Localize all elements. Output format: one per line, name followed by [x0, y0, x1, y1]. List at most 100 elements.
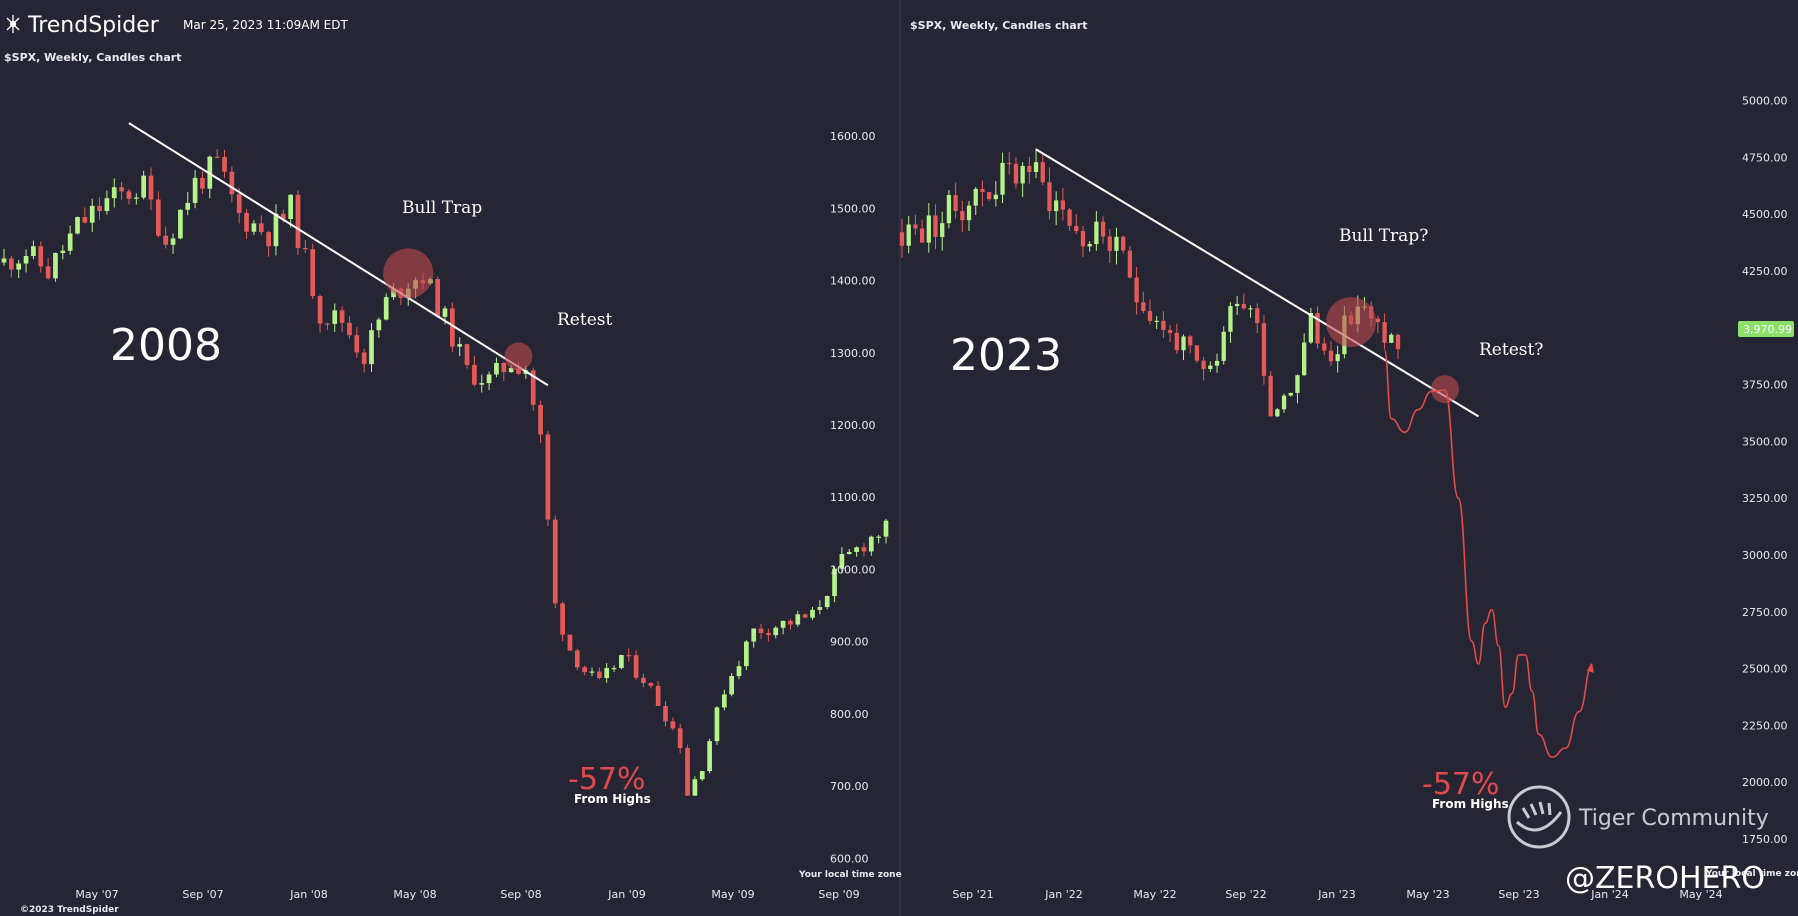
candle-body	[743, 641, 749, 667]
candle-body	[619, 655, 624, 669]
candle-body	[266, 232, 271, 247]
candle-body	[604, 668, 610, 679]
candle-body	[45, 266, 51, 279]
drawdown-label-left: -57%	[568, 762, 646, 797]
candle-body	[1395, 334, 1401, 350]
candle-body	[1248, 308, 1253, 310]
candle-body	[119, 187, 124, 192]
trendline	[1035, 148, 1479, 418]
x-tick-label: Jan '23	[1317, 888, 1355, 901]
y-tick-label: 2750.00	[1742, 606, 1788, 619]
candle-body	[1275, 409, 1280, 417]
candle-body	[545, 434, 551, 520]
candle-body	[692, 779, 698, 796]
tiger-logo-icon	[1507, 785, 1571, 849]
candle-body	[751, 628, 757, 642]
y-axis-left: 1600.00 1500.00 1400.00 1300.00 1200.00 1100.…	[830, 130, 876, 865]
candle-body	[773, 627, 779, 636]
candle-body	[919, 228, 925, 243]
candle-body	[501, 362, 507, 373]
candle-body	[317, 296, 323, 324]
candle-body	[148, 175, 154, 200]
candle-body	[876, 536, 882, 538]
drawdown-label-right: -57%	[1422, 767, 1500, 802]
candle-body	[258, 223, 264, 233]
candle-body	[302, 247, 308, 250]
candle-body	[442, 308, 448, 317]
candle-body	[980, 188, 985, 193]
candle-body	[953, 195, 958, 212]
candle-body	[222, 157, 227, 172]
candle-body	[802, 614, 808, 618]
candles-left	[1, 149, 889, 796]
y-tick-label: 1300.00	[830, 347, 876, 360]
bull-trap-label-right: Bull Trap?	[1339, 226, 1428, 246]
y-tick-label: 3500.00	[1742, 435, 1788, 448]
candle-body	[868, 536, 874, 552]
candle-body	[1322, 343, 1327, 351]
candle-body	[1221, 331, 1226, 361]
candle-body	[810, 609, 815, 618]
candles-right	[899, 148, 1401, 418]
candle-body	[376, 319, 382, 331]
candle-body	[1107, 236, 1112, 251]
candle-body	[1389, 334, 1394, 343]
x-tick-label: Sep '22	[1225, 888, 1266, 901]
candle-body	[824, 596, 830, 608]
candle-body	[663, 706, 668, 722]
trendline-left	[128, 122, 549, 387]
x-tick-label: Sep '09	[818, 888, 859, 901]
candle-body	[1100, 221, 1106, 237]
candle-body	[574, 650, 580, 668]
candle-body	[1054, 200, 1059, 212]
candle-body	[1194, 345, 1200, 361]
x-tick-label: Sep '21	[952, 888, 993, 901]
candle-body	[538, 404, 543, 435]
x-tick-label: Jan '08	[289, 888, 327, 901]
candle-body	[486, 374, 492, 384]
candle-body	[8, 258, 14, 270]
y-tick-label: 600.00	[830, 852, 869, 865]
candle-body	[780, 620, 786, 628]
candle-body	[516, 368, 521, 374]
x-tick-label: Jan '09	[607, 888, 645, 901]
candle-body	[1134, 277, 1139, 303]
candle-body	[1114, 236, 1119, 251]
candle-body	[155, 199, 161, 236]
candle-body	[933, 215, 938, 237]
y-tick-label: 3750.00	[1742, 379, 1788, 392]
candle-body	[383, 297, 389, 320]
candle-body	[883, 520, 889, 537]
candle-body	[1308, 313, 1314, 343]
candle-body	[714, 707, 720, 742]
bull-trap-label-left: Bull Trap	[402, 198, 482, 218]
candle-body	[1302, 342, 1307, 376]
candle-body	[273, 213, 279, 247]
candle-body	[332, 310, 338, 324]
x-axis-right: Sep '21 Jan '22 May '22 Sep '22 Jan '23 May '…	[952, 888, 1722, 901]
candle-body	[560, 603, 565, 635]
candle-body	[494, 362, 499, 375]
candle-body	[1201, 360, 1206, 369]
candle-body	[449, 308, 455, 347]
brand-name: TrendSpider	[27, 13, 160, 38]
drawdown-note-right: From Highs	[1432, 797, 1509, 811]
candle-body	[1033, 162, 1039, 172]
x-tick-label: Sep '23	[1498, 888, 1539, 901]
candle-body	[1154, 320, 1159, 322]
x-tick-label: May '08	[393, 888, 436, 901]
retest-label-left: Retest	[557, 310, 612, 330]
candle-body	[832, 568, 837, 597]
candle-body	[611, 668, 617, 670]
x-tick-label: May '24	[1679, 888, 1722, 901]
x-tick-label: May '09	[711, 888, 754, 901]
candle-body	[214, 156, 220, 158]
candle-body	[596, 671, 602, 679]
candle-body	[244, 213, 249, 232]
candle-body	[758, 628, 764, 633]
candle-body	[530, 370, 536, 405]
brand-logo: TrendSpider	[6, 13, 160, 38]
candle-body	[229, 171, 235, 195]
candle-body	[940, 223, 945, 237]
x-tick-label: May '07	[75, 888, 118, 901]
